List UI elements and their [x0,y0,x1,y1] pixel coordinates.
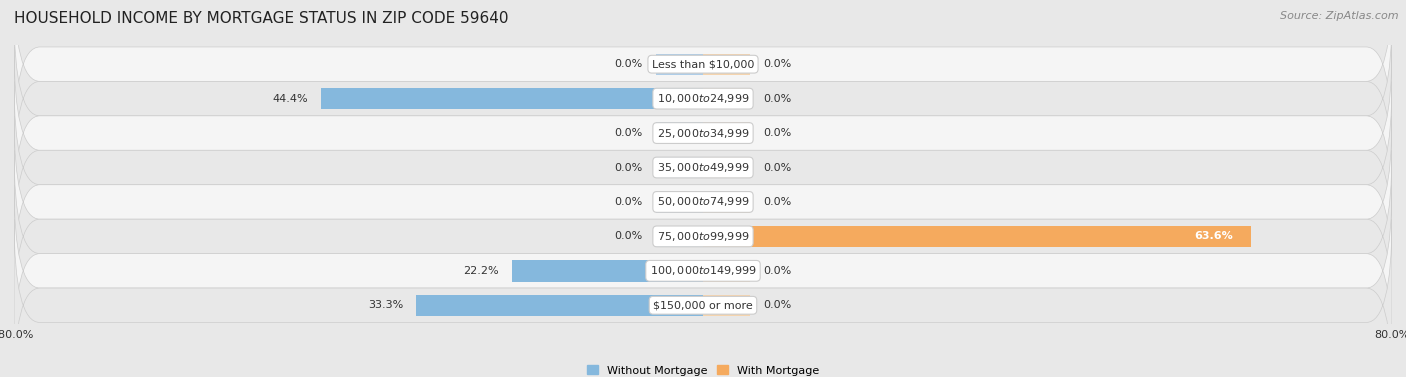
Text: 0.0%: 0.0% [763,128,792,138]
Bar [655,157,703,178]
Text: 63.6%: 63.6% [1195,231,1233,241]
FancyBboxPatch shape [14,81,1392,254]
FancyBboxPatch shape [14,47,1392,219]
Bar [703,54,751,75]
Text: 0.0%: 0.0% [763,59,792,69]
Text: 0.0%: 0.0% [763,266,792,276]
Bar [703,260,751,282]
Text: 0.0%: 0.0% [763,300,792,310]
Bar [703,294,751,316]
Bar [655,54,703,75]
Text: $100,000 to $149,999: $100,000 to $149,999 [650,264,756,277]
Text: HOUSEHOLD INCOME BY MORTGAGE STATUS IN ZIP CODE 59640: HOUSEHOLD INCOME BY MORTGAGE STATUS IN Z… [14,11,509,26]
Bar [655,191,703,213]
FancyBboxPatch shape [14,185,1392,357]
Text: Less than $10,000: Less than $10,000 [652,59,754,69]
Text: 33.3%: 33.3% [368,300,404,310]
Bar [703,191,751,213]
FancyBboxPatch shape [14,116,1392,288]
Text: 0.0%: 0.0% [614,162,643,173]
Text: 0.0%: 0.0% [614,128,643,138]
Bar [321,88,703,109]
Text: $25,000 to $34,999: $25,000 to $34,999 [657,127,749,139]
Text: $150,000 or more: $150,000 or more [654,300,752,310]
Bar [703,226,1251,247]
Bar [416,294,703,316]
Text: 0.0%: 0.0% [614,231,643,241]
Text: 0.0%: 0.0% [763,197,792,207]
FancyBboxPatch shape [14,150,1392,322]
Text: $35,000 to $49,999: $35,000 to $49,999 [657,161,749,174]
Text: 0.0%: 0.0% [614,197,643,207]
Text: $75,000 to $99,999: $75,000 to $99,999 [657,230,749,243]
Text: 22.2%: 22.2% [463,266,499,276]
Text: $50,000 to $74,999: $50,000 to $74,999 [657,195,749,208]
Text: 0.0%: 0.0% [614,59,643,69]
Bar [512,260,703,282]
Legend: Without Mortgage, With Mortgage: Without Mortgage, With Mortgage [582,361,824,377]
Bar [703,123,751,144]
Text: 0.0%: 0.0% [763,93,792,104]
FancyBboxPatch shape [14,0,1392,150]
Bar [703,157,751,178]
Bar [655,226,703,247]
Bar [655,123,703,144]
Text: Source: ZipAtlas.com: Source: ZipAtlas.com [1281,11,1399,21]
Text: $10,000 to $24,999: $10,000 to $24,999 [657,92,749,105]
FancyBboxPatch shape [14,12,1392,185]
Text: 44.4%: 44.4% [273,93,308,104]
FancyBboxPatch shape [14,219,1392,377]
Text: 0.0%: 0.0% [763,162,792,173]
Bar [703,88,751,109]
